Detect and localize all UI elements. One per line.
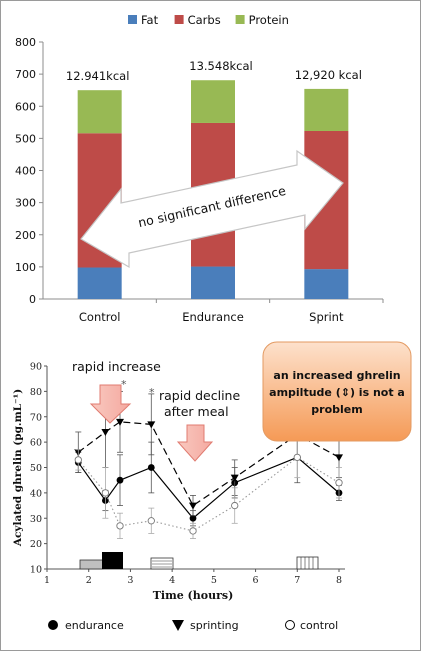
line-x-tick-label: 3 (127, 575, 133, 586)
legend-label-protein: Protein (249, 13, 289, 27)
line-x-tick-label: 8 (336, 575, 342, 586)
bar-kcal-label: 12,920 kcal (295, 68, 362, 82)
callout-line-3: problem (311, 403, 362, 416)
bar-y-tick-label: 800 (15, 36, 36, 49)
point-control (147, 517, 155, 525)
bar-y-tick-label: 100 (15, 261, 36, 274)
line-y-tick-label: 40 (30, 488, 42, 499)
bar-y-tick-label: 600 (15, 100, 36, 113)
legend-endurance-label: endurance (65, 619, 124, 632)
bar-y-tick-label: 700 (15, 68, 36, 81)
rapid-increase-arrow (89, 384, 132, 424)
point-control (231, 501, 239, 510)
point-sprinting (335, 454, 343, 462)
point-sprinting (189, 502, 197, 510)
point-control (116, 522, 124, 530)
rapid-decline-label-2: after meal (164, 404, 229, 419)
line-y-tick-label: 10 (30, 565, 42, 576)
point-control (335, 479, 343, 487)
line-y-axis-title: Acylated ghrelin (pg.mL⁻¹) (12, 389, 24, 547)
line-x-axis-title: Time (hours) (153, 589, 234, 602)
bar-category-label: Sprint (309, 310, 344, 324)
legend-swatch-carbs (174, 15, 184, 24)
line-x-tick-label: 6 (253, 575, 259, 586)
series-line-endurance (77, 456, 340, 520)
bar-kcal-label: 12.941kcal (66, 69, 129, 83)
line-x-tick-label: 2 (86, 575, 92, 586)
callout-line-2: ampiltude (⇕) is not a (269, 386, 405, 399)
rapid-decline-arrow (176, 424, 214, 462)
bar-segment-fat-endurance (191, 266, 235, 299)
line-chart-axes: 10 20 30 40 50 60 70 80 90 1 2 3 4 5 6 7 8 Time (hours) Ac… (12, 362, 345, 602)
rapid-increase-label: rapid increase (72, 359, 161, 374)
bar-y-tick-label: 500 (15, 132, 36, 145)
point-control (101, 489, 110, 497)
point-sprinting (116, 418, 124, 426)
point-control (293, 453, 301, 461)
bar-chart-kcal-labels: 12.941kcal 13.548kcal 12,920 kcal (66, 59, 362, 83)
bar-chart-y-axis: 0 100 200 300 400 500 600 700 800 (15, 36, 383, 306)
point-control (74, 456, 82, 464)
bar-segment-protein-sprint (304, 88, 349, 131)
point-endurance (189, 514, 197, 522)
legend-swatch-fat (128, 15, 137, 24)
legend-control-label: control (300, 619, 338, 632)
bar-segment-fat-control (77, 267, 122, 299)
bar-segment-protein-control (77, 90, 122, 134)
line-y-tick-label: 90 (30, 362, 42, 373)
point-control (189, 527, 197, 535)
callout-box (262, 341, 412, 442)
callout-line-1: an increased ghrelin (273, 369, 400, 382)
line-x-tick-label: 5 (211, 575, 217, 586)
line-x-tick-label: 7 (294, 575, 300, 586)
line-y-tick-label: 30 (30, 514, 42, 525)
legend-endurance-marker (48, 620, 58, 630)
meal-blocks (79, 552, 319, 570)
point-endurance (147, 464, 155, 471)
double-arrow-shape (80, 149, 344, 269)
legend-control-marker (285, 620, 295, 630)
bar-kcal-label: 13.548kcal (189, 59, 252, 73)
meal-block-hatched-1 (150, 557, 174, 570)
bar-chart-x-labels: Control Endurance Sprint (79, 310, 344, 324)
legend-label-carbs: Carbs (188, 13, 221, 27)
asterisk-2: * (149, 386, 155, 399)
line-y-tick-label: 50 (30, 463, 42, 474)
asterisk-1: * (121, 378, 127, 391)
rapid-decline-label-1: rapid decline (159, 388, 240, 403)
point-sprinting (101, 428, 110, 436)
line-chart-legend: endurance sprinting control (48, 619, 338, 632)
point-sprinting (230, 474, 239, 482)
line-y-tick-label: 80 (30, 387, 42, 398)
legend-swatch-protein (235, 15, 245, 24)
meal-block-black (102, 552, 123, 569)
bar-segment-fat-sprint (304, 269, 349, 299)
legend-sprinting-marker (172, 620, 184, 631)
bar-chart-legend: Fat Carbs Protein (128, 13, 289, 27)
bar-category-label: Endurance (182, 310, 244, 324)
line-y-tick-label: 60 (30, 438, 42, 449)
line-y-tick-label: 70 (30, 412, 42, 423)
meal-block-grey (79, 559, 104, 570)
series-line-control (77, 456, 340, 532)
bar-y-tick-label: 0 (29, 293, 36, 306)
legend-sprinting-label: sprinting (190, 619, 239, 632)
point-endurance (116, 476, 124, 484)
bar-y-tick-label: 400 (15, 165, 36, 178)
bar-segment-protein-endurance (191, 80, 235, 123)
point-sprinting (147, 421, 156, 429)
legend-label-fat: Fat (141, 13, 159, 27)
bar-y-tick-label: 300 (15, 197, 36, 210)
meal-block-striped (296, 556, 319, 570)
bar-y-tick-label: 200 (15, 229, 36, 242)
ghrelin-callout: an increased ghrelin ampiltude (⇕) is no… (262, 341, 412, 442)
line-y-tick-label: 20 (30, 539, 42, 550)
line-x-tick-label: 4 (169, 575, 175, 586)
line-x-tick-label: 1 (44, 575, 50, 586)
bar-category-label: Control (79, 310, 121, 324)
